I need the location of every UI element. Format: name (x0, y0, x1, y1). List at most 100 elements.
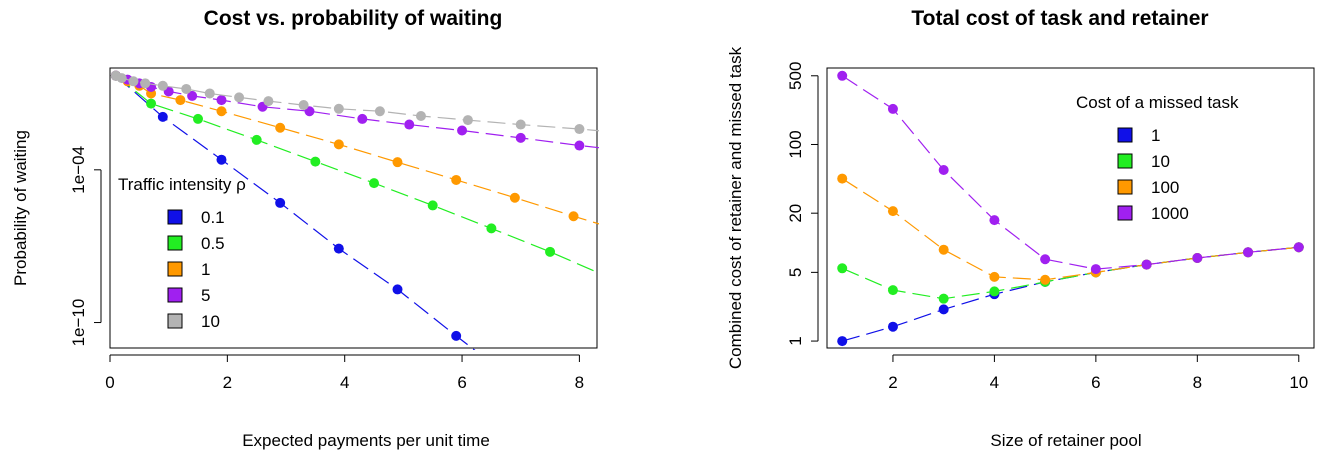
x-tick-label: 2 (888, 373, 897, 392)
x-tick-label: 4 (340, 373, 349, 392)
series-1-point (451, 174, 462, 185)
series-1000-line (841, 75, 1299, 270)
left-legend-title: Traffic intensity ρ (118, 175, 246, 194)
series-1-point (392, 157, 403, 168)
series-1-point (175, 95, 186, 106)
right-plot-frame (826, 67, 1315, 349)
legend-swatch-5 (167, 287, 183, 303)
left-legend: Traffic intensity ρ 0.1 0.5 1 5 10 (118, 175, 246, 331)
series-10-point (633, 129, 643, 139)
legend-swatch-10 (1117, 153, 1133, 169)
series-10-point (938, 293, 949, 304)
series-0.5-point (193, 113, 204, 124)
series-10-line (115, 75, 599, 132)
legend-label-1: 1 (1151, 126, 1160, 145)
right-legend: Cost of a missed task 1 10 100 1000 (1076, 93, 1239, 223)
legend-label-0.5: 0.5 (201, 234, 225, 253)
series-10-point (157, 80, 168, 91)
series-1-point (627, 229, 637, 239)
series-1000-point (887, 103, 898, 114)
right-x-axis: 2 4 6 8 10 (888, 354, 1308, 392)
series-5-point (404, 119, 415, 130)
series-100-point (989, 271, 1000, 282)
series-10-point (989, 286, 1000, 297)
series-1-point (333, 139, 344, 150)
series-0.5-point (545, 246, 556, 257)
legend-swatch-1 (167, 261, 183, 277)
series-0.5-point (146, 98, 157, 109)
plot-area (837, 70, 1304, 347)
series-10-point (374, 106, 385, 117)
series-5-point (515, 132, 526, 143)
series-5-point (357, 113, 368, 124)
y-tick-label: 100 (786, 130, 805, 158)
series-100-point (1040, 274, 1051, 285)
right-chart: Total cost of task and retainer Size of … (726, 7, 1315, 450)
series-0.1-point (275, 197, 286, 208)
series-10-line (841, 246, 1299, 300)
series-1000-point (938, 165, 949, 176)
left-chart: Cost vs. probability of waiting Expected… (11, 7, 643, 450)
series-0.1-point (451, 330, 462, 341)
series-0.1-point (392, 284, 403, 295)
legend-label-10: 10 (201, 312, 220, 331)
series-1-point (887, 321, 898, 332)
series-5-point (216, 95, 227, 106)
legend-swatch-1 (1117, 127, 1133, 143)
legend-label-1000: 1000 (1151, 204, 1189, 223)
series-5-point (633, 147, 643, 157)
right-y-axis-label: Combined cost of retainer and missed tas… (726, 46, 745, 369)
legend-swatch-1000 (1117, 205, 1133, 221)
series-1000-point (1243, 247, 1254, 258)
left-y-axis: 1e−04 1e−10 (69, 146, 102, 346)
y-tick-label: 1e−04 (69, 146, 88, 194)
series-0.1-line (115, 75, 476, 350)
series-1000-point (1141, 259, 1152, 270)
series-0.1-point (216, 154, 227, 165)
y-tick-label: 5 (786, 268, 805, 277)
series-0.5-point (604, 272, 614, 282)
legend-swatch-0.5 (167, 235, 183, 251)
left-y-axis-label: Probability of waiting (11, 130, 30, 286)
series-10-point (298, 100, 309, 111)
series-1-point (568, 211, 579, 222)
legend-swatch-10 (167, 313, 183, 329)
series-0.5-point (310, 156, 321, 167)
legend-swatch-100 (1117, 179, 1133, 195)
series-100-point (938, 244, 949, 255)
series-1-point (938, 304, 949, 315)
x-tick-label: 2 (223, 373, 232, 392)
series-0.5-point (369, 178, 380, 189)
series-1-point (216, 106, 227, 117)
series-10-point (574, 124, 585, 135)
series-1000-point (1040, 254, 1051, 265)
series-10-point (837, 263, 848, 274)
series-0.5-point (486, 223, 497, 234)
series-10-point (333, 103, 344, 114)
series-0.5-point (427, 200, 438, 211)
series-5-point (187, 90, 198, 101)
legend-swatch-0.1 (167, 209, 183, 225)
right-series-group (837, 70, 1304, 347)
series-0.1-point (333, 243, 344, 254)
series-10-point (116, 73, 127, 84)
right-chart-title: Total cost of task and retainer (911, 7, 1208, 30)
series-1-point (275, 122, 286, 133)
left-chart-title: Cost vs. probability of waiting (204, 7, 503, 30)
y-tick-label: 20 (786, 204, 805, 223)
series-10-point (204, 88, 215, 99)
left-plot-frame (109, 67, 598, 349)
series-10-point (462, 115, 473, 126)
series-1000-point (837, 70, 848, 81)
x-tick-label: 4 (990, 373, 999, 392)
series-10-point (140, 78, 151, 89)
y-tick-label: 500 (786, 62, 805, 90)
y-tick-label: 1 (786, 336, 805, 345)
legend-label-5: 5 (201, 286, 210, 305)
left-series-group (110, 70, 643, 350)
legend-label-100: 100 (1151, 178, 1179, 197)
x-tick-label: 8 (1193, 373, 1202, 392)
series-1-line (842, 246, 1299, 342)
series-1-point (509, 192, 520, 203)
